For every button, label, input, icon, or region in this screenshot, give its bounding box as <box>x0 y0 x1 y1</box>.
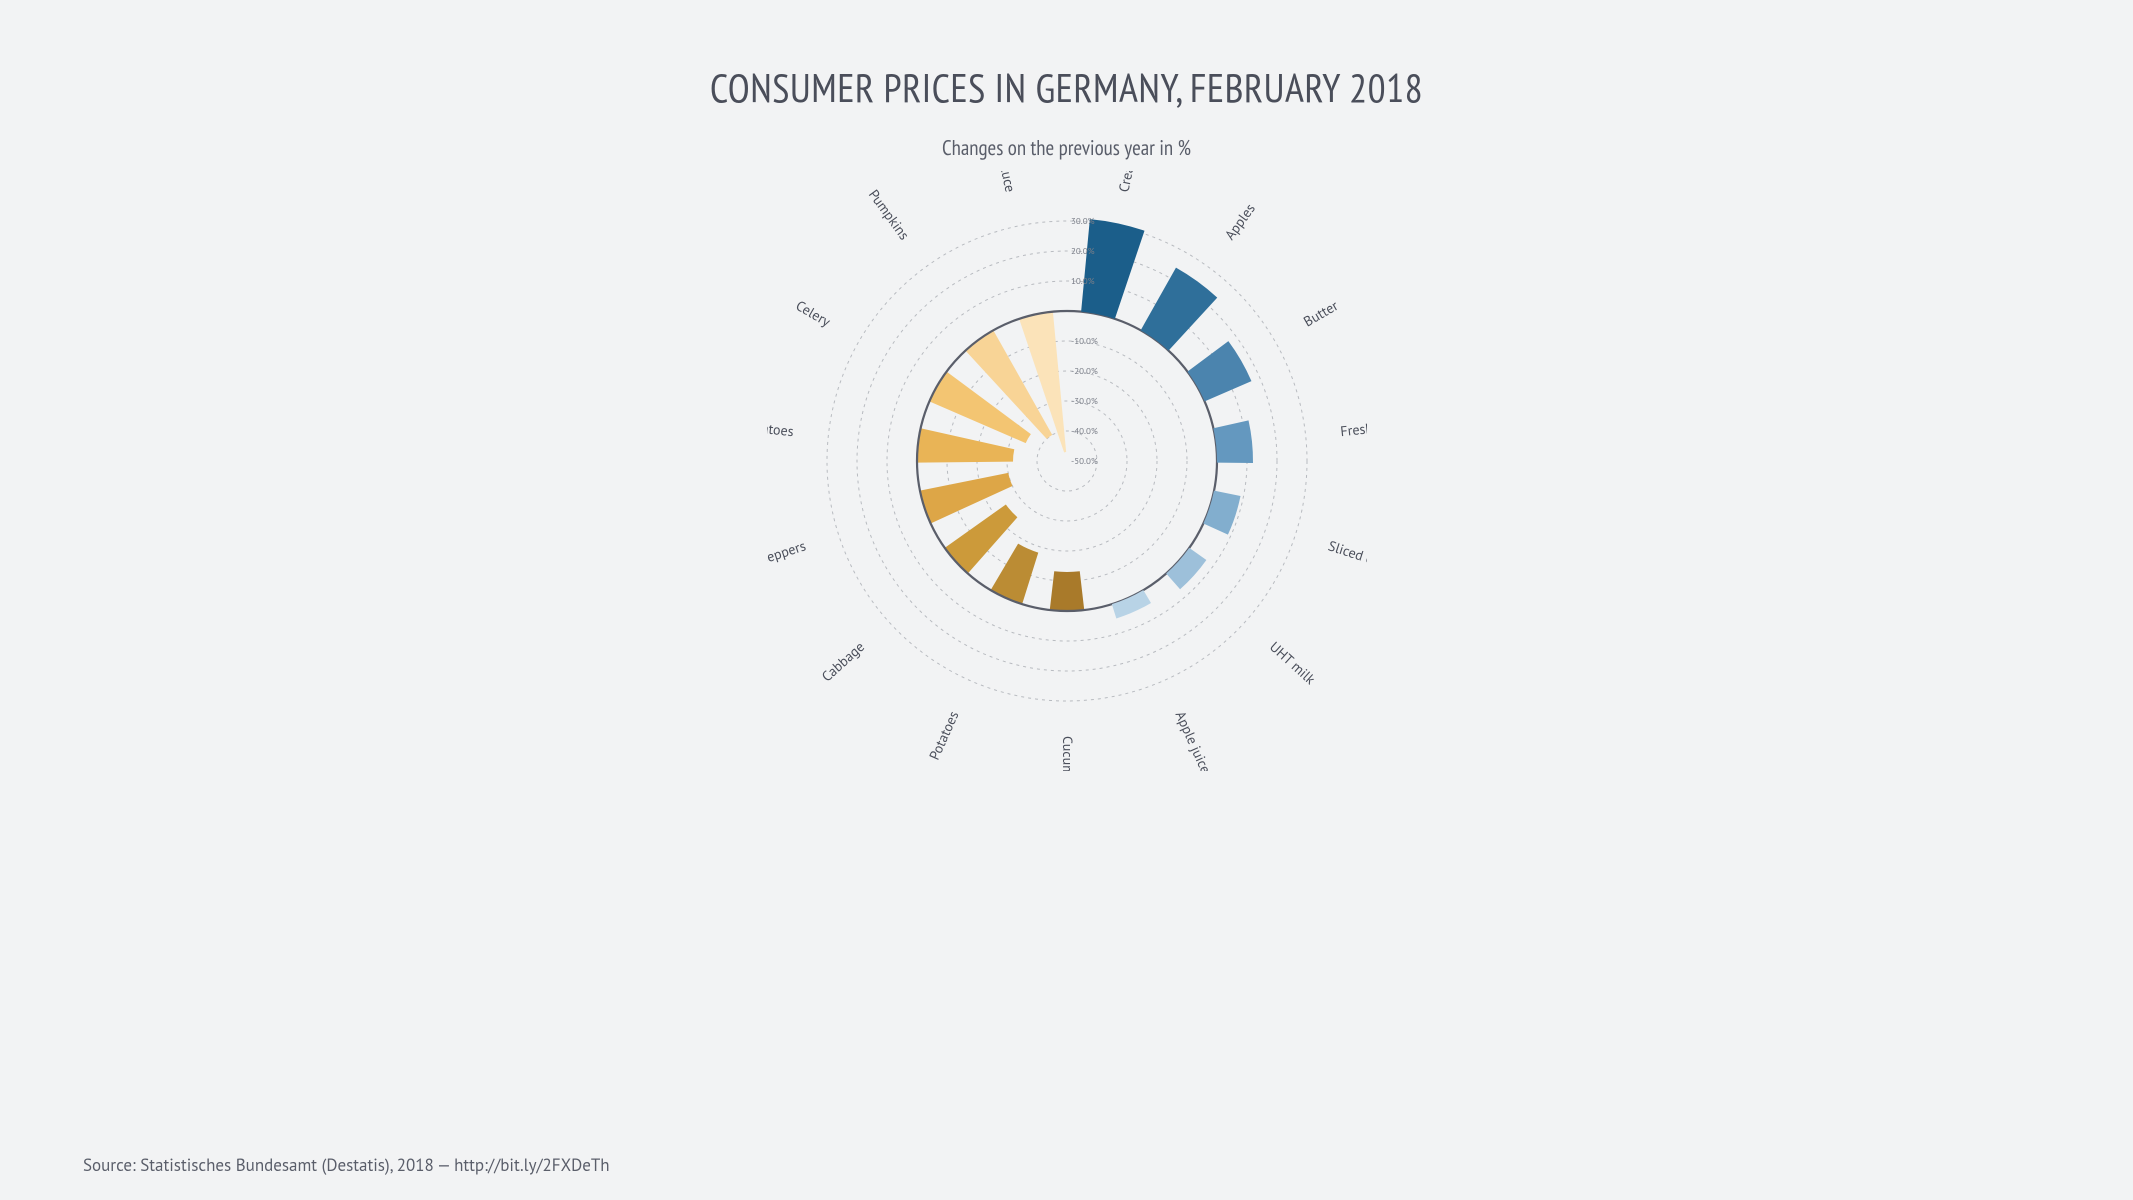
category-label: Lettuce <box>992 171 1019 194</box>
radial-bar-chart: 30.0% 20.0% 10.0% -10.0% -20.0% -30.0% -40.0% -… <box>767 171 1367 776</box>
tick-label: -50.0% <box>1071 456 1098 467</box>
bar <box>1166 548 1206 589</box>
tick-label: 20.0% <box>1071 246 1095 257</box>
tick-label: 30.0% <box>1071 216 1095 227</box>
category-label: Sliced cheese <box>1326 536 1367 578</box>
category-label: UHT milk <box>1266 638 1319 689</box>
chart-source: Source: Statistisches Bundesamt (Destati… <box>83 1154 610 1176</box>
category-label: Potatoes <box>925 708 962 763</box>
category-label: Cream <box>1114 171 1139 194</box>
chart-subtitle: Changes on the previous year in % <box>942 134 1191 161</box>
category-label: Apples <box>1220 200 1258 243</box>
category-label: Fresh milk <box>1339 416 1367 440</box>
radial-bar-svg: 30.0% 20.0% 10.0% -10.0% -20.0% -30.0% -40.0% -… <box>767 171 1367 771</box>
category-label: Cucumbers <box>1059 736 1077 771</box>
tick-label: -40.0% <box>1071 426 1098 437</box>
bar <box>1213 420 1253 463</box>
chart-title: CONSUMER PRICES IN GERMANY, FEBRUARY 201… <box>710 62 1423 114</box>
bar <box>944 504 1017 573</box>
category-label: Sweet peppers <box>767 536 808 580</box>
bar <box>1049 571 1083 611</box>
tick-label: -20.0% <box>1071 366 1098 377</box>
bar <box>1187 341 1251 401</box>
category-label: Pumpkins <box>864 186 913 243</box>
bar <box>1081 219 1144 319</box>
tick-label: -10.0% <box>1071 336 1098 347</box>
bar <box>1111 590 1150 618</box>
bar <box>917 428 1014 462</box>
grid-circle <box>1007 401 1127 521</box>
bar <box>1203 491 1240 535</box>
category-label: Tomatoes <box>767 416 795 440</box>
category-label: Butter <box>1300 296 1341 330</box>
category-label: Apple juice <box>1171 708 1214 771</box>
tick-label: -30.0% <box>1071 396 1098 407</box>
tick-label: 10.0% <box>1071 276 1095 287</box>
category-label: Celery <box>792 296 834 330</box>
category-label: Cabbage <box>817 638 867 686</box>
